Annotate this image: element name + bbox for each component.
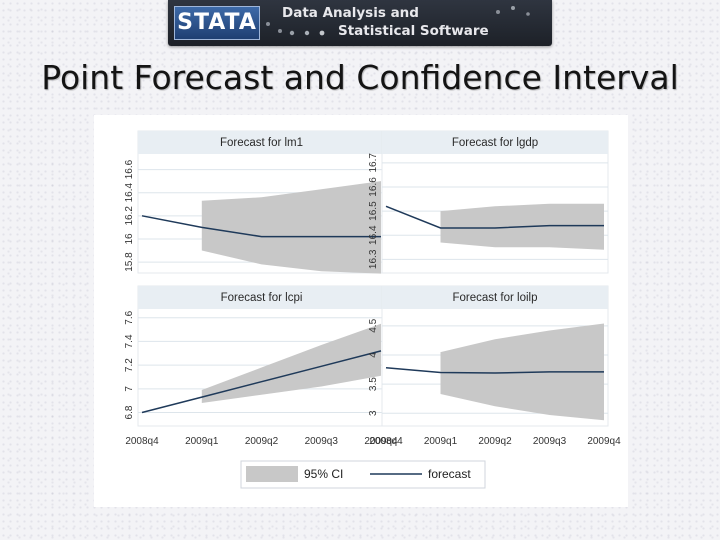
x-tick-label: 2009q1 (185, 436, 219, 447)
ci-band (201, 181, 381, 274)
chart-panel-2: Forecast for lgdp 16.3 16.4 16.5 16.6 16.7 (368, 130, 609, 274)
stata-banner: STATA Data Analysis and Statistical Soft… (168, 0, 552, 46)
y-tick-label: 6.8 (124, 405, 135, 419)
y-tick-label: 16.6 (368, 177, 379, 197)
panel-title-strip (382, 131, 608, 154)
x-tick-label: 2009q4 (364, 436, 398, 447)
legend-label-forecast: forecast (428, 467, 471, 481)
x-tick-label: 2009q4 (587, 436, 621, 447)
forecast-line (385, 205, 604, 229)
x-tick-label: 2009q2 (245, 436, 279, 447)
forecast-line (141, 215, 381, 238)
y-tick-label: 16.5 (368, 201, 379, 221)
panel-title-strip (138, 286, 385, 309)
y-tick-label: 7.4 (124, 334, 135, 348)
panel-title-strip (382, 286, 608, 309)
y-tick-label: 3.5 (368, 377, 379, 391)
forecast-chart: Forecast for lm1 15.8 16 16.2 16.4 16.6 Foreca… (94, 115, 628, 507)
page-title: Point Forecast and Confidence Interval (41, 58, 679, 97)
y-tick-label: 3 (368, 410, 379, 416)
y-tick-label: 4 (368, 352, 379, 358)
chart-panel-4: Forecast for loilp 3 3.5 4 4.5 2008q4 2009q1 20… (368, 285, 621, 447)
y-tick-label: 16.3 (368, 249, 379, 269)
banner-tagline-line2: Statistical Software (338, 23, 489, 39)
chart-panel-3: Forecast for lcpi 6.8 7 7.2 7.4 7.6 2008q4 2009… (124, 285, 398, 447)
y-tick-label: 7 (124, 386, 135, 392)
legend-label-ci: 95% CI (304, 467, 343, 481)
x-tick-label: 2008q4 (125, 436, 159, 447)
panel-title-strip (138, 131, 385, 154)
y-tick-label: 7.2 (124, 358, 135, 372)
ci-band (201, 323, 381, 403)
x-tick-label: 2009q3 (533, 436, 567, 447)
y-tick-label: 4.5 (368, 318, 379, 332)
panel-title: Forecast for loilp (452, 292, 537, 304)
x-tick-label: 2008q4 (369, 436, 403, 447)
chart-panel-1: Forecast for lm1 15.8 16 16.2 16.4 16.6 (124, 130, 386, 274)
banner-tagline-line1: Data Analysis and (282, 5, 419, 21)
forecast-line (141, 350, 382, 414)
panel-plot-area (381, 130, 609, 274)
x-tick-label: 2009q3 (305, 436, 339, 447)
y-tick-label: 15.8 (124, 252, 135, 272)
forecast-line (385, 367, 604, 374)
panel-title: Forecast for lm1 (220, 137, 303, 149)
forecast-chart-svg: Forecast for lm115.81616.216.416.6Foreca… (124, 130, 621, 489)
y-tick-label: 16.7 (368, 153, 379, 173)
panel-title: Forecast for lgdp (452, 137, 538, 149)
y-tick-label: 7.6 (124, 310, 135, 324)
y-tick-label: 16.6 (124, 159, 135, 179)
x-tick-label: 2009q2 (478, 436, 512, 447)
chart-legend: 95% CI forecast (240, 460, 486, 489)
x-tick-label: 2009q1 (424, 436, 458, 447)
stata-logo: STATA (174, 6, 260, 40)
y-tick-label: 16 (124, 233, 135, 245)
banner-dots-decoration (266, 6, 530, 36)
y-tick-label: 16.4 (368, 225, 379, 245)
y-tick-label: 16.2 (124, 206, 135, 226)
panel-title: Forecast for lcpi (221, 292, 303, 304)
legend-swatch-ci (246, 466, 298, 482)
y-tick-label: 16.4 (124, 183, 135, 203)
